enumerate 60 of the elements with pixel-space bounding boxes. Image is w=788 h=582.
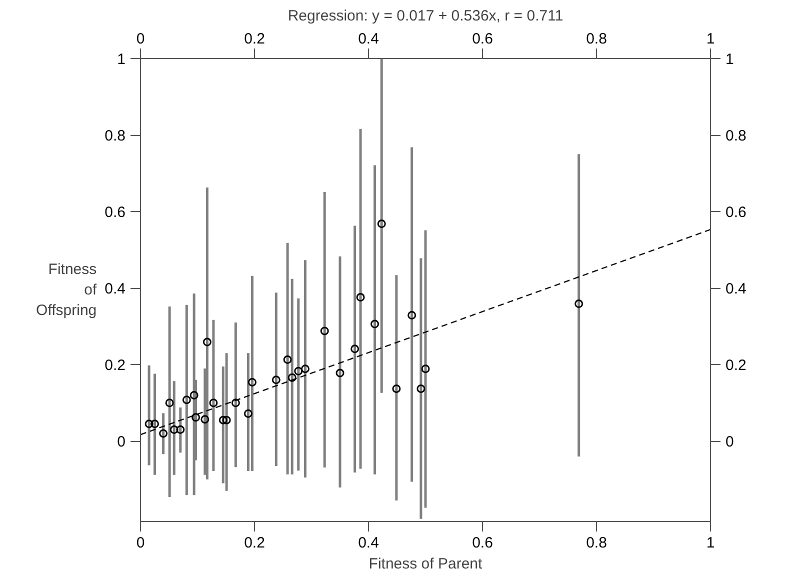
y-tick-label: 1 (117, 51, 126, 68)
point (300, 364, 310, 374)
y-tick-label: 0.4 (104, 280, 126, 298)
point (336, 368, 344, 378)
point (182, 396, 191, 404)
point (294, 366, 303, 376)
point (170, 425, 178, 434)
y2-tick-label: 0.2 (726, 357, 746, 374)
point (222, 416, 231, 424)
point (272, 376, 280, 384)
y2-tick-label: 0.4 (726, 280, 746, 298)
x-tick-label: 0.6 (472, 30, 493, 48)
point (231, 398, 240, 408)
x-tick-label: 1 (706, 30, 715, 48)
y2-tick-label: 1 (726, 51, 734, 68)
x-tick-label: 0.4 (358, 30, 379, 48)
y-tick-label: 0.6 (104, 204, 126, 222)
x2-tick-label: 0.6 (472, 534, 493, 552)
point (202, 338, 212, 346)
point (392, 384, 401, 393)
x2-tick-label: 0.2 (244, 534, 265, 552)
x2-tick-label: 0.8 (586, 534, 607, 552)
point (408, 311, 416, 320)
point (144, 420, 154, 428)
point (192, 413, 200, 422)
point (288, 373, 296, 382)
y-tick-label: 0 (117, 434, 126, 451)
point (370, 320, 380, 328)
point (218, 416, 228, 424)
point (416, 384, 426, 393)
point (356, 293, 365, 302)
x2-tick-label: 0.4 (358, 534, 379, 552)
point (244, 409, 252, 418)
y-tick-label: 0.2 (104, 357, 126, 374)
x-axis-title: Fitness of Parent (368, 556, 484, 572)
y2-tick-label: 0 (726, 434, 734, 451)
point (421, 364, 430, 374)
point (377, 220, 386, 228)
point (165, 398, 174, 408)
point (159, 429, 168, 438)
point (200, 415, 210, 424)
point (574, 300, 584, 308)
point (320, 326, 329, 336)
point (350, 344, 360, 354)
point (283, 355, 292, 364)
chart-title: Regression: y = 0.017 + 0.536x, r = 0.711 (288, 8, 564, 24)
x-tick-label: 0 (136, 30, 145, 48)
x2-tick-label: 0 (136, 534, 145, 552)
point (209, 398, 218, 408)
point (190, 390, 198, 400)
x2-tick-label: 1 (706, 534, 715, 552)
y-tick-label: 0.8 (104, 128, 126, 145)
x-tick-label: 0.8 (586, 30, 607, 48)
y2-tick-label: 0.8 (726, 128, 746, 145)
y2-tick-label: 0.6 (726, 204, 746, 222)
y-axis-title: Fitness of Offspring (36, 261, 98, 319)
x-tick-label: 0.2 (244, 30, 265, 48)
point (176, 425, 185, 434)
point (150, 420, 159, 428)
point (248, 378, 256, 386)
